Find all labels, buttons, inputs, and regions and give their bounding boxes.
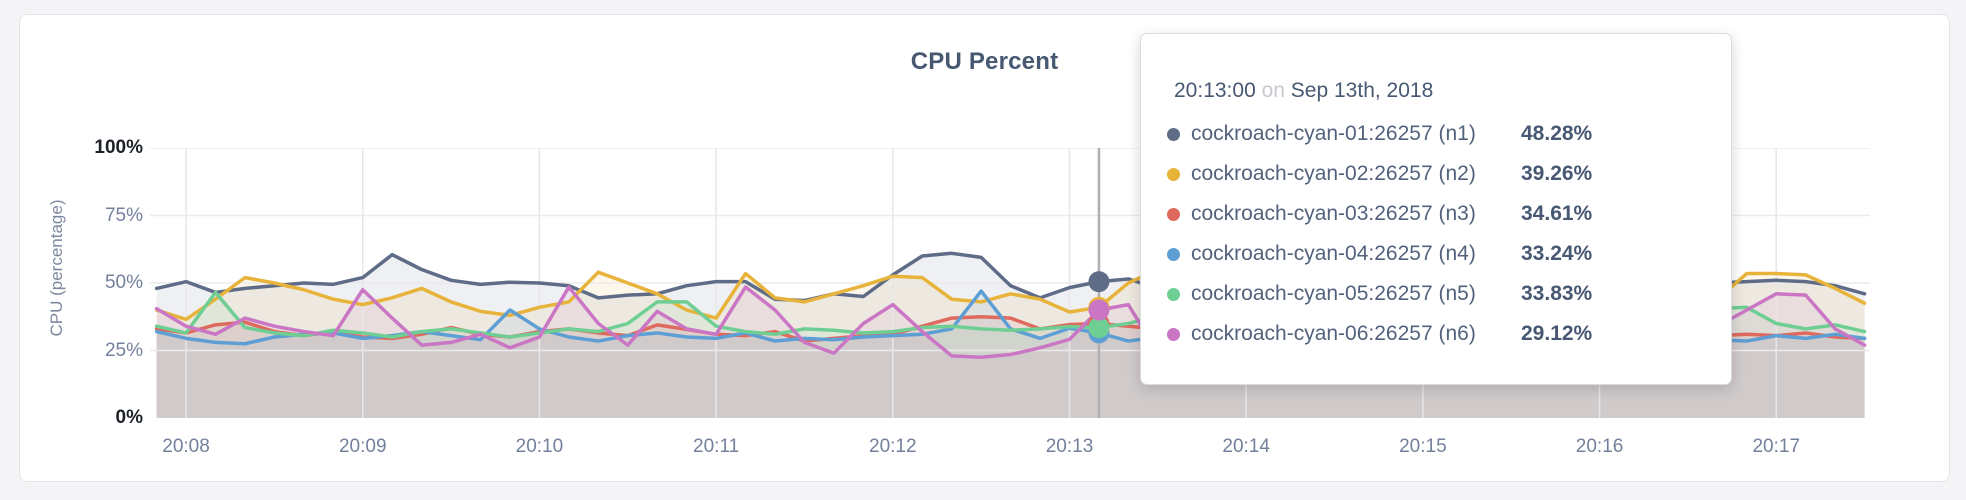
hover-dot-n5 bbox=[1088, 317, 1110, 339]
tooltip-header: 20:13:00 on Sep 13th, 2018 bbox=[1141, 76, 1731, 106]
tooltip-rows: cockroach-cyan-01:26257 (n1) 48.28% cock… bbox=[1141, 114, 1731, 354]
series-value: 48.28% bbox=[1521, 122, 1593, 145]
series-name: cockroach-cyan-05:26257 (n5) bbox=[1191, 282, 1476, 305]
x-tick-label: 20:15 bbox=[1399, 436, 1447, 457]
y-tick-label: 25% bbox=[104, 339, 143, 361]
series-value: 33.83% bbox=[1521, 282, 1593, 305]
series-color-dot bbox=[1167, 327, 1180, 341]
x-tick-label: 20:08 bbox=[162, 436, 210, 457]
chart-tooltip: 20:13:00 on Sep 13th, 2018 cockroach-cya… bbox=[1140, 33, 1732, 385]
y-axis-title: CPU (percentage) bbox=[47, 199, 66, 337]
y-tick-label: 75% bbox=[104, 204, 143, 226]
tooltip-date: Sep 13th, 2018 bbox=[1290, 79, 1434, 102]
series-color-dot bbox=[1167, 207, 1180, 221]
y-tick-label: 50% bbox=[104, 272, 143, 293]
series-value: 33.24% bbox=[1521, 242, 1593, 265]
series-value: 29.12% bbox=[1521, 322, 1593, 345]
x-tick-label: 20:17 bbox=[1752, 436, 1801, 457]
series-value: 39.26% bbox=[1521, 162, 1593, 185]
x-tick-label: 20:11 bbox=[693, 436, 740, 457]
series-color-dot bbox=[1167, 287, 1180, 301]
series-area-n6 bbox=[156, 287, 1865, 418]
series-value: 34.61% bbox=[1521, 202, 1593, 225]
tooltip-series-row: cockroach-cyan-06:26257 (n6) 29.12% bbox=[1167, 314, 1731, 354]
series-color-dot bbox=[1167, 167, 1180, 181]
tooltip-series-row: cockroach-cyan-05:26257 (n5) 33.83% bbox=[1167, 274, 1731, 314]
hover-dot-n1 bbox=[1088, 271, 1110, 293]
x-tick-label: 20:16 bbox=[1575, 436, 1624, 457]
series-name: cockroach-cyan-04:26257 (n4) bbox=[1191, 242, 1476, 265]
tooltip-series-row: cockroach-cyan-01:26257 (n1) 48.28% bbox=[1167, 114, 1731, 154]
tooltip-series-row: cockroach-cyan-04:26257 (n4) 33.24% bbox=[1167, 234, 1731, 274]
series-name: cockroach-cyan-06:26257 (n6) bbox=[1191, 322, 1476, 345]
x-tick-label: 20:14 bbox=[1222, 436, 1270, 457]
x-tick-label: 20:09 bbox=[338, 436, 387, 457]
tooltip-series-row: cockroach-cyan-02:26257 (n2) 39.26% bbox=[1167, 154, 1731, 194]
x-tick-label: 20:13 bbox=[1045, 436, 1094, 457]
x-tick-label: 20:12 bbox=[869, 436, 917, 457]
series-color-dot bbox=[1167, 127, 1180, 141]
hover-dot-n6 bbox=[1088, 299, 1110, 321]
chart-title: CPU Percent bbox=[910, 48, 1059, 75]
y-tick-label: 0% bbox=[115, 407, 143, 428]
tooltip-series-row: cockroach-cyan-03:26257 (n3) 34.61% bbox=[1167, 194, 1731, 234]
series-name: cockroach-cyan-01:26257 (n1) bbox=[1191, 122, 1476, 145]
series-color-dot bbox=[1167, 247, 1180, 261]
x-tick-label: 20:10 bbox=[515, 436, 564, 457]
tooltip-conjunction: on bbox=[1261, 79, 1285, 102]
series-name: cockroach-cyan-02:26257 (n2) bbox=[1191, 162, 1476, 185]
series-name: cockroach-cyan-03:26257 (n3) bbox=[1191, 202, 1476, 225]
tooltip-time: 20:13:00 bbox=[1174, 79, 1256, 102]
y-tick-label: 100% bbox=[94, 137, 143, 158]
